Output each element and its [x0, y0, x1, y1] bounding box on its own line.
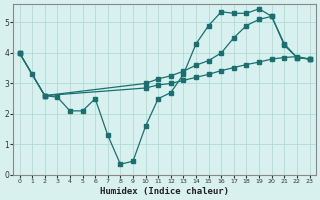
- X-axis label: Humidex (Indice chaleur): Humidex (Indice chaleur): [100, 187, 229, 196]
